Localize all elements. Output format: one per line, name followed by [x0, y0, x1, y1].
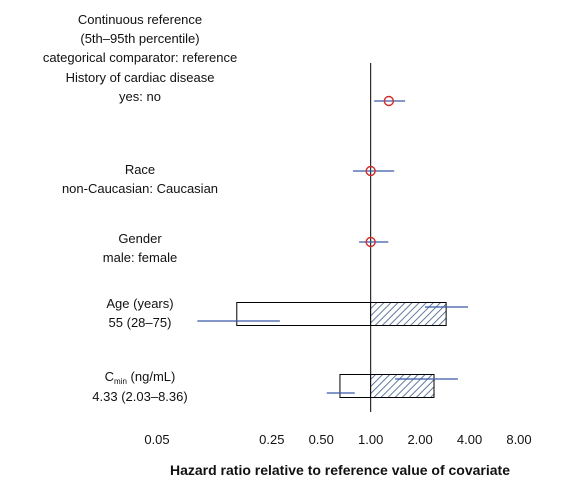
row-label-symbol: C — [105, 369, 114, 384]
row-label: Race — [125, 162, 155, 177]
header-line: categorical comparator: reference — [43, 50, 237, 65]
low-bar — [339, 374, 372, 398]
row-label: Age (years) — [106, 296, 173, 311]
row-sublabel: male: female — [103, 250, 177, 265]
x-tick-label: 2.00 — [407, 432, 432, 447]
header-line: Continuous reference — [78, 12, 202, 27]
point-estimate — [365, 236, 376, 248]
x-tick-label: 0.05 — [144, 432, 169, 447]
header-line: (5th–95th percentile) — [80, 31, 199, 46]
x-tick-label: 4.00 — [457, 432, 482, 447]
row-sublabel: 4.33 (2.03–8.36) — [92, 389, 187, 404]
high-bar — [370, 374, 435, 398]
low-bar — [236, 302, 372, 326]
row-sublabel: yes: no — [119, 89, 161, 104]
high-bar — [370, 302, 447, 326]
row-sublabel: 55 (28–75) — [109, 315, 172, 330]
x-tick-label: 8.00 — [506, 432, 531, 447]
row-label: Cmin (ng/mL) — [105, 369, 176, 386]
row-label-subscript: min — [114, 377, 127, 386]
x-axis-title: Hazard ratio relative to reference value… — [170, 462, 510, 478]
row-label-unit: (ng/mL) — [127, 369, 175, 384]
row-sublabel: non-Caucasian: Caucasian — [62, 181, 218, 196]
x-tick-label: 0.25 — [259, 432, 284, 447]
x-tick-label: 0.50 — [309, 432, 334, 447]
row-label: Gender — [118, 231, 162, 246]
x-tick-label: 1.00 — [358, 432, 383, 447]
row-label: History of cardiac disease — [66, 70, 215, 85]
point-estimate — [383, 95, 395, 107]
point-estimate — [365, 165, 376, 177]
